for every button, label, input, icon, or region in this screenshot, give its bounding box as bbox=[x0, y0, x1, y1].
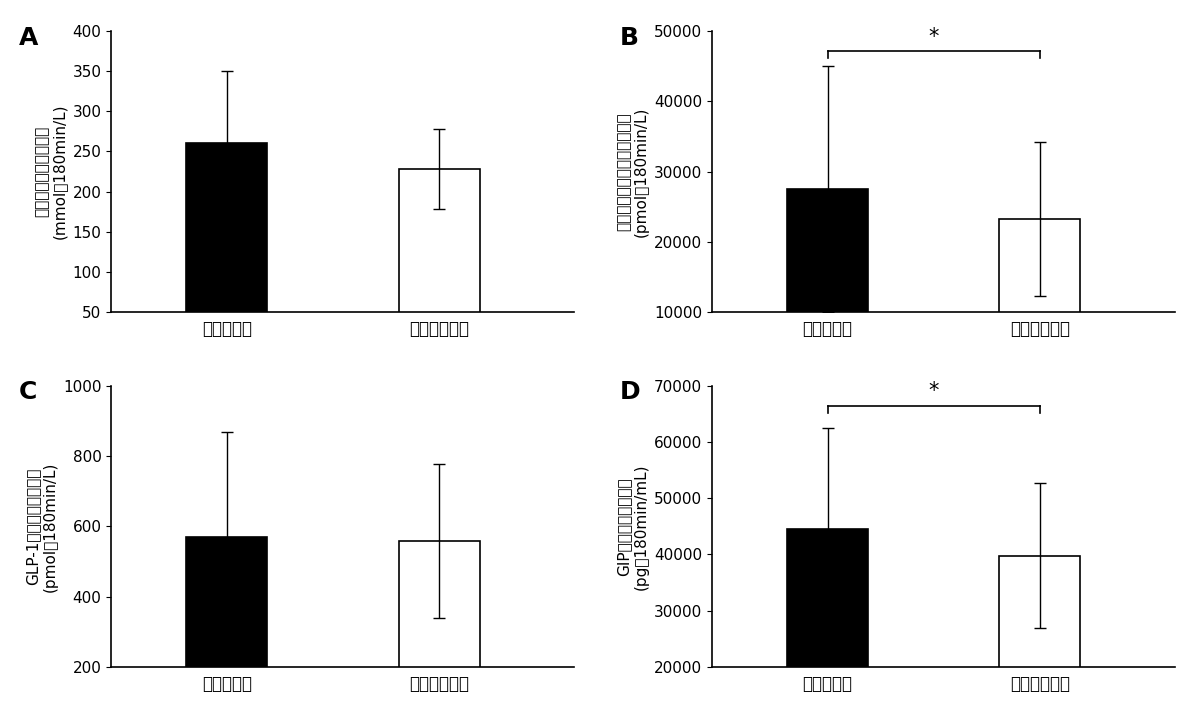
Bar bbox=[398, 169, 480, 312]
Bar bbox=[186, 144, 268, 312]
Y-axis label: 血糖　上昇曲線下面積
(mmol・180min/L): 血糖 上昇曲線下面積 (mmol・180min/L) bbox=[35, 104, 67, 239]
Y-axis label: GLP-1　上昇曲線下面積
(pmol・180min/L): GLP-1 上昇曲線下面積 (pmol・180min/L) bbox=[25, 461, 58, 592]
Bar bbox=[1000, 219, 1080, 312]
Text: B: B bbox=[619, 26, 638, 50]
Bar bbox=[787, 189, 868, 312]
Y-axis label: GIP　上昇曲線下面積
(pg・180min/mL): GIP 上昇曲線下面積 (pg・180min/mL) bbox=[616, 463, 648, 589]
Text: *: * bbox=[929, 381, 938, 401]
Bar bbox=[787, 529, 868, 667]
Text: C: C bbox=[18, 381, 37, 404]
Y-axis label: インスリン　上昇曲線下面積
(pmol・180min/L): インスリン 上昇曲線下面積 (pmol・180min/L) bbox=[616, 106, 648, 237]
Text: *: * bbox=[929, 27, 938, 47]
Bar bbox=[1000, 556, 1080, 667]
Text: A: A bbox=[18, 26, 38, 50]
Bar bbox=[398, 541, 480, 667]
Bar bbox=[186, 537, 268, 667]
Text: D: D bbox=[619, 381, 640, 404]
